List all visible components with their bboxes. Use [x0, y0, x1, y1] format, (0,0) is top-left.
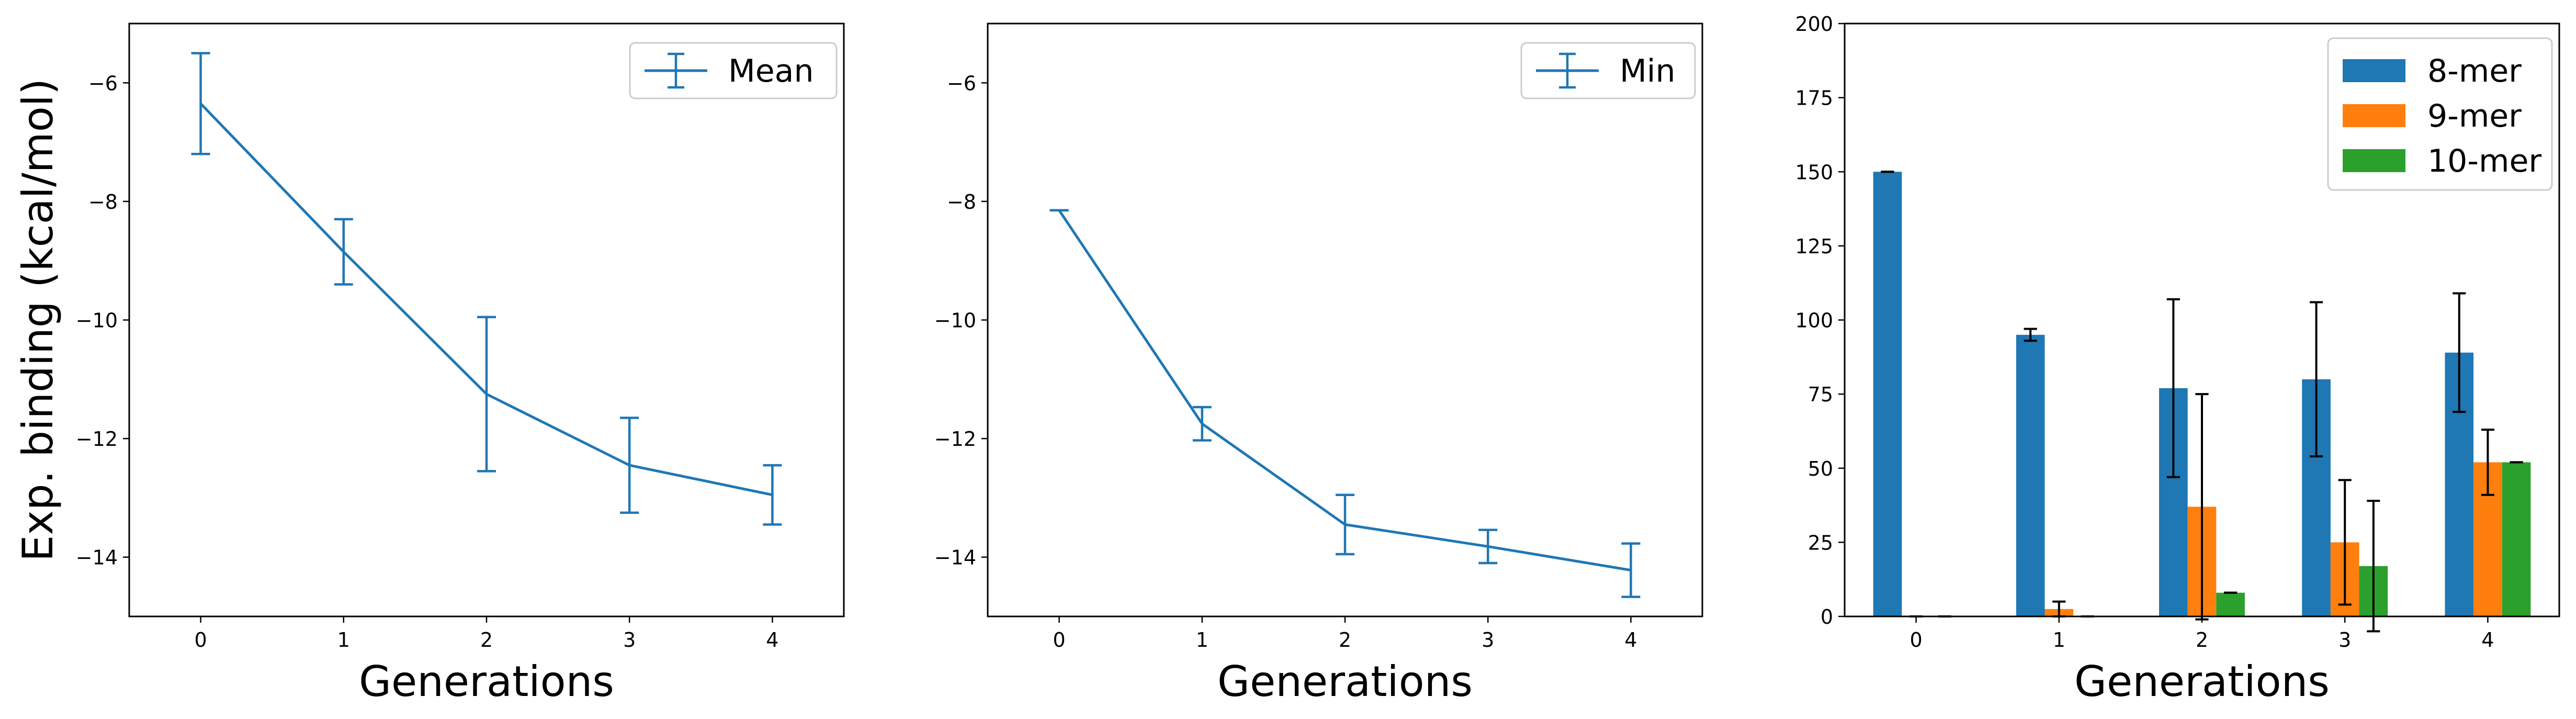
x-tick-label: 4: [766, 628, 778, 651]
x-tick-label: 0: [1053, 628, 1066, 651]
y-tick-label: −8: [88, 190, 118, 214]
y-tick-label: −12: [934, 428, 976, 451]
legend-swatch: [2343, 149, 2405, 172]
min-binding-chart: −6 −8 −10 −12 −14 0 1 2 3 4 Generations Min: [934, 23, 1703, 706]
legend-label: 8-mer: [2427, 53, 2522, 89]
y-tick-label: −10: [934, 309, 976, 332]
legend-label: 9-mer: [2427, 98, 2522, 134]
plot-frame: [1844, 23, 2560, 617]
bar: [2502, 462, 2531, 616]
y-tick-label: 75: [1808, 383, 1833, 406]
x-axis-title: Generations: [1217, 657, 1473, 706]
x-tick-label: 2: [2196, 628, 2208, 651]
error-bar: [2195, 393, 2209, 621]
bar: [2216, 592, 2245, 616]
y-tick-label: −8: [947, 190, 976, 214]
y-tick-label: −10: [76, 309, 118, 332]
plot-frame: [987, 23, 1703, 617]
bar: [2016, 334, 2045, 616]
legend-label: Mean: [728, 53, 814, 89]
x-tick-label: 3: [2338, 628, 2351, 651]
legend-box: [1520, 42, 1696, 99]
y-tick-label: 25: [1808, 531, 1833, 554]
plot-frame: [128, 23, 845, 617]
legend-swatch: [2343, 59, 2405, 82]
x-tick-label: 3: [1482, 628, 1494, 651]
mean-binding-chart: −6 −8 −10 −12 −14 0 1 2 3 4 Generations Exp. bindin…: [14, 23, 845, 706]
y-tick-label: 100: [1795, 309, 1833, 332]
error-bar: [2166, 298, 2180, 478]
error-bar: [2453, 292, 2466, 413]
x-tick-label: 2: [1339, 628, 1351, 651]
y-tick-label: −14: [934, 546, 976, 569]
y-tick-label: 150: [1795, 161, 1833, 184]
legend-swatch: [2343, 104, 2405, 127]
legend-label: 10-mer: [2427, 143, 2541, 179]
error-bar: [2024, 328, 2037, 342]
length-counts-chart: 0 25 50 75 100 125 150 175 200 0 1 2 3 4 Generations 8-…: [1795, 13, 2560, 706]
x-tick-label: 4: [1624, 628, 1637, 651]
y-tick-label: −14: [76, 546, 118, 569]
y-tick-label: −12: [76, 428, 118, 451]
legend-label: Min: [1620, 53, 1675, 89]
x-axis-title: Generations: [359, 657, 614, 706]
x-tick-label: 1: [337, 628, 350, 651]
y-tick-label: −6: [88, 72, 118, 95]
bar: [1873, 172, 1902, 616]
legend-box: [629, 42, 838, 99]
y-tick-label: 200: [1795, 13, 1833, 36]
y-tick-label: −6: [947, 72, 976, 95]
x-tick-label: 2: [480, 628, 493, 651]
error-bar: [2309, 301, 2323, 458]
y-tick-label: 0: [1821, 605, 1833, 628]
x-tick-label: 4: [2481, 628, 2494, 651]
y-tick-label: 125: [1795, 235, 1833, 258]
x-tick-label: 3: [623, 628, 636, 651]
x-axis-title: Generations: [2074, 657, 2330, 706]
y-axis-title: Exp. binding (kcal/mol): [14, 78, 62, 561]
x-tick-label: 0: [195, 628, 207, 651]
error-bar: [2338, 479, 2352, 606]
y-tick-label: 50: [1808, 457, 1833, 480]
y-tick-label: 175: [1795, 87, 1833, 110]
error-bar: [2481, 429, 2494, 496]
x-tick-label: 0: [1910, 628, 1923, 651]
error-bar: [2367, 500, 2380, 633]
x-tick-label: 1: [2053, 628, 2065, 651]
x-tick-label: 1: [1196, 628, 1208, 651]
